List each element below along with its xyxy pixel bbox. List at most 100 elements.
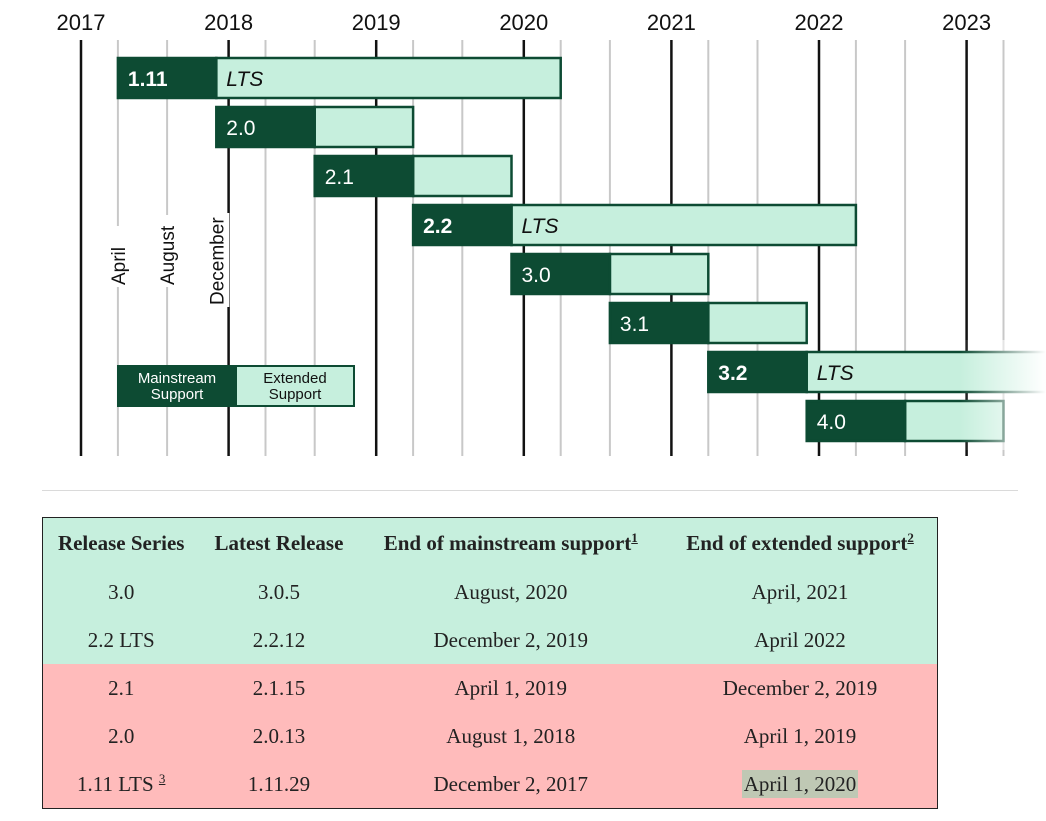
year-tick-label: 2022 — [795, 10, 844, 35]
month-label-backing — [154, 215, 181, 287]
cell-latest-release: 1.11.29 — [199, 760, 358, 809]
month-label-december: December — [207, 217, 228, 305]
cell-end-extended-value: April, 2021 — [751, 579, 849, 604]
release-version-label: 3.2 — [718, 362, 747, 385]
cell-release-series: 2.1 — [43, 664, 200, 712]
section-divider — [42, 490, 1018, 491]
cell-end-mainstream: August, 2020 — [359, 568, 664, 616]
cell-end-mainstream-value: December 2, 2017 — [433, 771, 589, 796]
lts-label: LTS — [522, 215, 559, 238]
cell-end-extended: December 2, 2019 — [663, 664, 937, 712]
legend-extended-label: Support — [269, 386, 322, 403]
release-version-label: 1.11 — [128, 68, 168, 91]
release-version-label: 2.0 — [226, 117, 255, 140]
month-label-august: August — [158, 225, 179, 285]
table-header-row: Release Series Latest Release End of mai… — [42, 517, 938, 569]
header-release-series: Release Series — [57, 530, 185, 555]
cell-end-extended-value: April 1, 2020 — [741, 769, 859, 798]
mainstream-support-bar — [313, 154, 415, 198]
release-bar-1.11: 1.11 LTS — [116, 56, 562, 100]
extended-support-bar — [510, 203, 858, 247]
cell-end-extended: April, 2021 — [663, 568, 937, 616]
cell-end-mainstream-value: August 1, 2018 — [446, 723, 576, 748]
cell-latest-release-value: 1.11.29 — [247, 771, 311, 796]
legend-mainstream-label: Mainstream — [138, 370, 216, 387]
release-timeline-chart: 2017 2018 2019 2020 2021 2022 2023 April August D… — [57, 10, 1046, 456]
footnote-link-1[interactable]: 1 — [631, 530, 638, 545]
cell-end-mainstream-value: December 2, 2019 — [433, 627, 589, 652]
mainstream-support-bar — [411, 203, 513, 247]
year-tick-label: 2018 — [204, 10, 253, 35]
header-end-extended-label: End of extended support — [686, 531, 908, 555]
mainstream-support-bar — [116, 56, 218, 100]
cell-end-mainstream: December 2, 2017 — [359, 760, 664, 809]
release-bar-2.0: 2.0 — [215, 105, 415, 149]
extended-support-bar — [215, 56, 562, 100]
release-version-label: 3.1 — [620, 313, 649, 336]
mainstream-support-bar — [608, 301, 710, 345]
table-row: 2.2 LTS 2.2.12 December 2, 2019 April 2022 — [42, 616, 938, 664]
release-bar-3.0: 3.0 — [510, 252, 710, 296]
cell-latest-release: 2.2.12 — [199, 616, 358, 664]
cell-end-mainstream: August 1, 2018 — [359, 712, 664, 760]
cell-release-series: 1.11 LTS 3 — [43, 760, 200, 809]
lts-label: LTS — [226, 68, 263, 91]
cell-end-extended-value: April 1, 2019 — [743, 723, 857, 748]
cell-end-extended: April 1, 2019 — [663, 712, 937, 760]
extended-support-bar — [707, 301, 808, 345]
cell-latest-release-value: 3.0.5 — [257, 579, 300, 604]
year-tick-label: 2017 — [57, 10, 106, 35]
release-version-label: 3.0 — [522, 264, 551, 287]
timeline-fade-overlay — [960, 340, 1046, 450]
release-series-value: 3.0 — [108, 579, 135, 604]
year-tick-label: 2023 — [942, 10, 991, 35]
legend-mainstream-label: Support — [151, 386, 204, 403]
month-label-backing — [104, 226, 131, 287]
mainstream-support-bar — [805, 399, 907, 443]
table-row: 3.0 3.0.5 August, 2020 April, 2021 — [42, 568, 938, 616]
release-series-value: 2.2 LTS — [87, 627, 155, 652]
header-end-mainstream: End of mainstream support1 — [359, 518, 664, 569]
header-end-extended: End of extended support2 — [663, 518, 937, 569]
year-tick-label: 2020 — [499, 10, 548, 35]
cell-end-mainstream-value: August, 2020 — [454, 579, 568, 604]
mainstream-support-bar — [510, 252, 612, 296]
cell-release-series: 2.0 — [43, 712, 200, 760]
legend-extended-label: Extended — [263, 370, 326, 387]
header-end-mainstream-label: End of mainstream support — [383, 531, 632, 555]
release-bar-3.1: 3.1 — [608, 301, 808, 345]
mainstream-support-bar — [215, 105, 316, 149]
lts-label: LTS — [817, 362, 854, 385]
cell-end-extended: April 2022 — [663, 616, 937, 664]
cell-end-mainstream-value: April 1, 2019 — [454, 675, 568, 700]
extended-support-bar — [608, 252, 710, 296]
mainstream-support-bar — [707, 350, 808, 394]
footnote-link-2[interactable]: 2 — [907, 530, 914, 545]
cell-latest-release-value: 2.2.12 — [252, 627, 306, 652]
release-series-value: 2.1 — [108, 675, 135, 700]
month-label-backing — [203, 213, 230, 307]
cell-release-series: 3.0 — [43, 568, 200, 616]
cell-latest-release: 2.1.15 — [199, 664, 358, 712]
header-latest-release: Latest Release — [214, 530, 344, 555]
cell-latest-release-value: 2.1.15 — [252, 675, 306, 700]
legend-mainstream-swatch — [117, 365, 237, 407]
cell-end-mainstream: December 2, 2019 — [359, 616, 664, 664]
cell-end-extended: April 1, 2020 — [663, 760, 937, 809]
footnote-link-3[interactable]: 3 — [158, 771, 166, 786]
release-series-value: 2.0 — [108, 723, 135, 748]
table-row: 2.1 2.1.15 April 1, 2019 December 2, 2019 — [42, 664, 938, 712]
table-row: 1.11 LTS 3 1.11.29 December 2, 2017 April 1… — [42, 760, 938, 809]
cell-latest-release: 2.0.13 — [199, 712, 358, 760]
release-bar-2.2: 2.2 LTS — [411, 203, 858, 247]
cell-latest-release: 3.0.5 — [199, 568, 358, 616]
release-series-value: 1.11 LTS — [77, 772, 154, 796]
release-bar-2.1: 2.1 — [313, 154, 513, 198]
release-version-label: 2.1 — [325, 166, 354, 189]
legend-extended-swatch — [235, 365, 355, 407]
release-version-label: 4.0 — [817, 411, 846, 434]
cell-end-extended-value: April 2022 — [754, 627, 846, 652]
extended-support-bar — [411, 154, 513, 198]
release-support-table: Release Series Latest Release End of mai… — [42, 517, 938, 809]
extended-support-bar — [313, 105, 415, 149]
